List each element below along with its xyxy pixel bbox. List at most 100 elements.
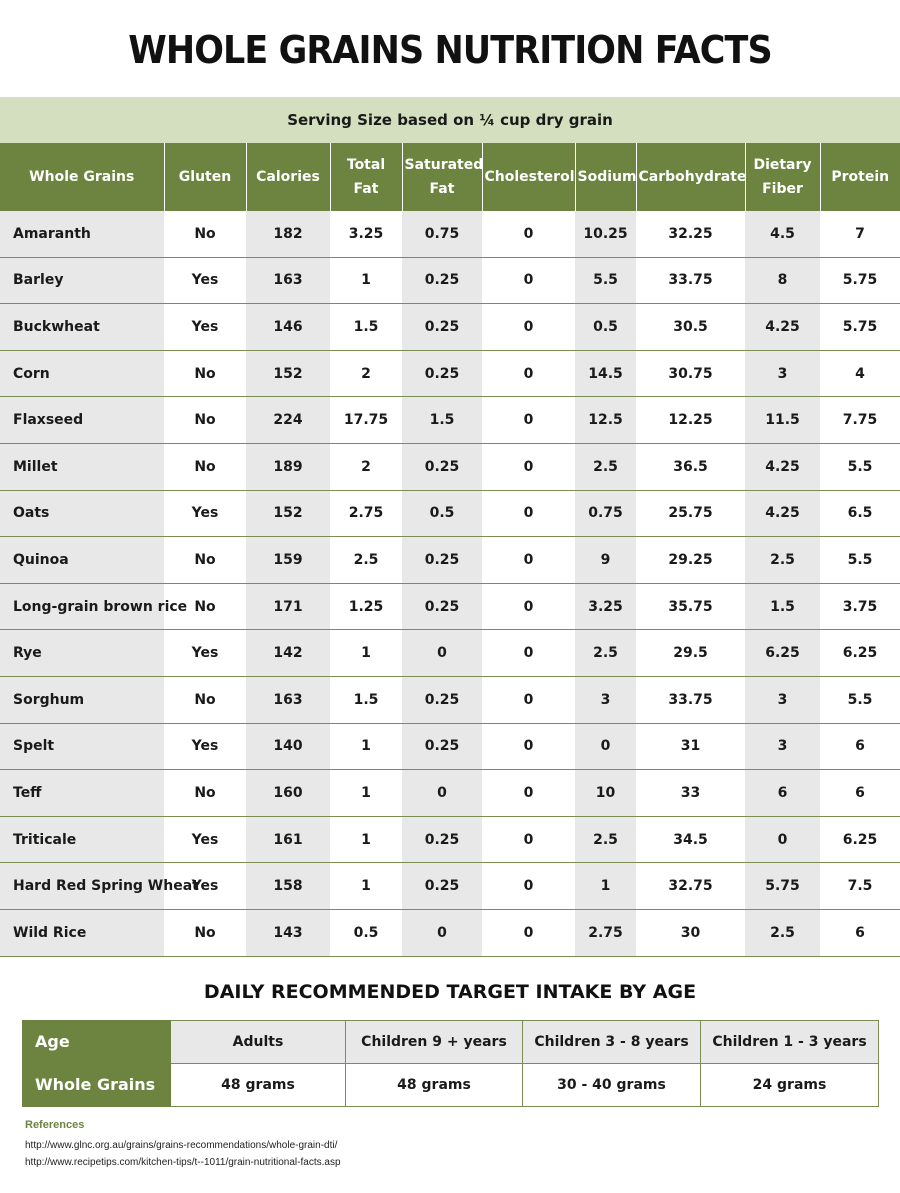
page-title: WHOLE GRAINS NUTRITION FACTS (128, 28, 772, 72)
table-cell: 0.25 (402, 862, 482, 910)
whole-grains-row-label: Whole Grains (22, 1062, 171, 1107)
table-cell: 146 (246, 303, 330, 351)
table-cell: 12.5 (575, 396, 636, 444)
table-cell: 142 (246, 629, 330, 677)
grain-name-cell: Long-grain brown rice (0, 582, 187, 630)
table-cell: 1.25 (330, 582, 402, 630)
age-row-label: Age (22, 1019, 171, 1064)
table-cell: 0.25 (402, 675, 482, 724)
reference-link[interactable]: http://www.recipetips.com/kitchen-tips/t… (25, 1156, 341, 1168)
intake-amount-cell: 24 grams (700, 1062, 879, 1107)
table-row: Amaranth No 182 3.25 0.75 0 10.25 32.25 4.5 7 (0, 211, 900, 258)
column-header: Cholesterol (481, 143, 575, 211)
age-group-cell: Adults (170, 1019, 346, 1064)
table-cell: 5.5 (820, 536, 900, 584)
table-cell: 0 (402, 629, 482, 677)
table-header-row: Whole Grains Gluten Calories Total Fat Satur… (0, 143, 900, 211)
grain-name-cell: Millet (0, 442, 164, 491)
table-cell: 1 (330, 722, 402, 770)
table-cell: 0 (482, 769, 575, 817)
reference-link[interactable]: http://www.glnc.org.au/grains/grains-rec… (25, 1139, 338, 1151)
table-row: Barley Yes 163 1 0.25 0 5.5 33.75 8 5.75 (0, 256, 900, 304)
table-cell: 2.5 (745, 536, 820, 584)
table-cell: 9 (575, 536, 636, 584)
table-cell: 6.5 (820, 489, 900, 537)
table-cell: No (194, 225, 216, 242)
table-cell: Yes (164, 489, 246, 537)
table-cell: Yes (164, 722, 246, 770)
table-cell: 0 (745, 815, 820, 863)
grain-name-cell: Sorghum (0, 675, 164, 724)
table-cell: 6.25 (820, 629, 900, 677)
table-row: Triticale Yes 161 1 0.25 0 2.5 34.5 0 6.25 (0, 815, 900, 863)
table-cell: No (164, 908, 246, 957)
table-row: Millet No 189 2 0.25 0 2.5 36.5 4.25 5.5 (0, 442, 900, 491)
table-cell: 5.75 (820, 256, 900, 304)
intake-amount-cell: 30 - 40 grams (522, 1062, 701, 1107)
table-cell: 159 (246, 536, 330, 584)
table-cell: 2.5 (575, 815, 636, 863)
table-cell: 0.75 (575, 489, 636, 537)
table-cell: 5.5 (820, 442, 900, 491)
table-cell: 10.25 (575, 211, 636, 258)
table-cell: Yes (164, 862, 246, 910)
grain-name-cell: Triticale (0, 815, 164, 863)
table-cell: 0 (575, 722, 636, 770)
table-cell: 5.75 (745, 862, 820, 910)
table-cell: 25.75 (636, 489, 745, 537)
grain-name-cell: Spelt (0, 722, 164, 770)
table-cell: 0 (482, 862, 575, 910)
table-cell: 163 (246, 256, 330, 304)
table-cell: 6 (820, 722, 900, 770)
table-cell: No (164, 675, 246, 724)
age-group-cell: Children 1 - 3 years (700, 1019, 879, 1064)
table-row: Oats Yes 152 2.75 0.5 0 0.75 25.75 4.25 6.5 (0, 489, 900, 537)
table-cell: 1.5 (745, 582, 820, 630)
table-cell: 0 (523, 225, 534, 242)
table-cell: 32.75 (636, 862, 745, 910)
table-cell: 161 (246, 815, 330, 863)
table-cell: No (164, 396, 246, 444)
grain-name-cell: Flaxseed (0, 396, 164, 444)
table-cell: 1 (575, 862, 636, 910)
table-cell: 2 (330, 349, 402, 397)
grain-name-cell: Barley (0, 256, 164, 304)
table-cell: 3 (575, 675, 636, 724)
column-header: Whole Grains (0, 143, 164, 211)
table-cell: 29.25 (636, 536, 745, 584)
table-cell: 0 (482, 396, 575, 444)
table-row: Hard Red Spring Wheat Yes 158 1 0.25 0 1 32.75 5… (0, 862, 900, 910)
table-body: Amaranth No 182 3.25 0.75 0 10.25 32.25 4.5 7 Barl… (0, 211, 900, 957)
table-cell: 1 (330, 815, 402, 863)
table-cell: 152 (246, 489, 330, 537)
table-cell: 10 (575, 769, 636, 817)
table-cell: 1.5 (330, 303, 402, 351)
column-header: Sodium (574, 143, 637, 211)
table-cell: 0.25 (402, 442, 482, 491)
table-cell: 0.25 (402, 815, 482, 863)
table-row: Quinoa No 159 2.5 0.25 0 9 29.25 2.5 5.5 (0, 536, 900, 584)
table-cell: 31 (636, 722, 745, 770)
table-cell: 0 (482, 489, 575, 537)
table-cell: 7.75 (820, 396, 900, 444)
column-header: Protein (819, 143, 900, 211)
table-cell: 189 (246, 442, 330, 491)
grain-name-cell: Amaranth (0, 211, 164, 258)
table-cell: 3 (745, 349, 820, 397)
table-cell: 3.25 (348, 225, 384, 242)
table-cell: 33.75 (636, 256, 745, 304)
table-cell: 6 (745, 769, 820, 817)
table-cell: 6 (820, 769, 900, 817)
column-header: Saturated Fat (401, 143, 483, 211)
table-cell: 1 (330, 769, 402, 817)
table-cell: 2.5 (575, 442, 636, 491)
table-cell: 0 (482, 629, 575, 677)
table-cell: 0 (402, 908, 482, 957)
table-cell: 0.5 (330, 908, 402, 957)
age-group-cell: Children 9 + years (345, 1019, 523, 1064)
grain-name-cell: Oats (0, 489, 164, 537)
grain-name-cell: Quinoa (0, 536, 164, 584)
grain-name-cell: Buckwheat (0, 303, 164, 351)
table-cell: No (164, 536, 246, 584)
table-cell: 163 (246, 675, 330, 724)
